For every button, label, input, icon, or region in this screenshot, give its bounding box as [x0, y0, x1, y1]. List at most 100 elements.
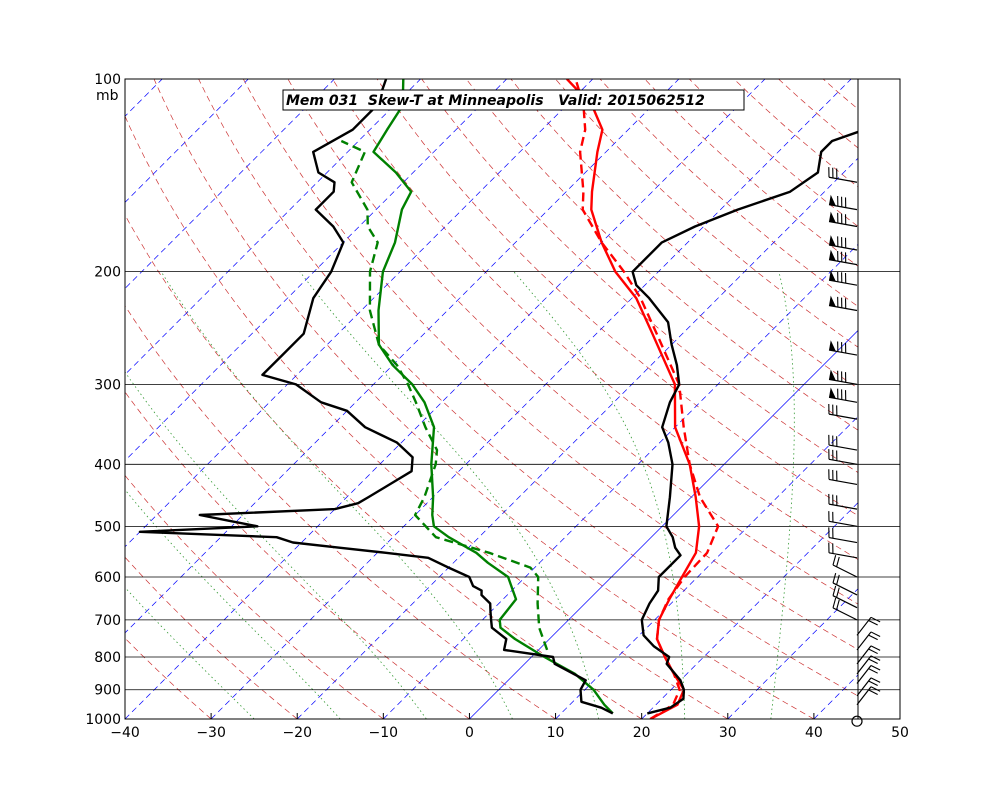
wind-barb	[856, 645, 881, 665]
barb-tick	[870, 664, 881, 671]
y-tick-label: 500	[94, 519, 121, 535]
barb-flag	[829, 194, 836, 206]
barb-staff	[832, 595, 858, 609]
plot-frame	[124, 78, 901, 720]
dry-adiabat	[125, 305, 556, 719]
barb-tick	[836, 599, 840, 610]
barb-staff	[828, 478, 858, 486]
barb-staff	[828, 444, 858, 451]
barb-staff	[828, 520, 858, 527]
pressure-gridlines	[125, 271, 900, 720]
isotherm-zero	[469, 329, 858, 719]
wind-barb	[828, 469, 858, 486]
wind-barb	[832, 585, 858, 609]
x-tick-label: −40	[110, 725, 140, 741]
barb-tick	[868, 680, 878, 687]
wind-barb	[856, 664, 881, 684]
barb-tick	[836, 556, 840, 567]
moist-adiabat	[299, 271, 599, 719]
barb-staff	[828, 304, 858, 312]
barb-staff	[832, 582, 858, 596]
barb-staff	[832, 607, 858, 621]
isotherm	[125, 79, 594, 548]
x-axis-ticks: −40 −30 −20 −10 0 10 20 30 40 50	[110, 713, 909, 741]
wind-barb	[832, 572, 858, 596]
x-tick-label: −30	[196, 725, 226, 741]
barb-flag	[829, 340, 836, 352]
wind-barb	[828, 542, 858, 559]
isotherm	[641, 502, 858, 719]
barb-tick	[868, 689, 878, 695]
barb-staff	[828, 378, 858, 385]
pressure-units-label: mb	[96, 88, 119, 104]
barb-tick	[870, 677, 881, 683]
barb-tick	[832, 572, 837, 584]
isotherm	[125, 79, 249, 203]
isotherm	[296, 157, 858, 719]
dry-adiabat	[153, 79, 815, 719]
y-tick-label: 100	[94, 72, 121, 88]
barb-staff	[828, 552, 858, 559]
moist-adiabat	[513, 271, 686, 719]
barb-tick	[868, 634, 878, 641]
barb-flag	[829, 387, 836, 399]
barb-tick	[832, 597, 837, 609]
isotherm	[727, 588, 858, 719]
wind-barb	[828, 403, 858, 420]
wind-barbs	[828, 167, 881, 727]
y-tick-label: 400	[94, 457, 121, 473]
barb-staff	[828, 349, 858, 356]
moist-adiabat	[770, 271, 795, 719]
barb-staff	[828, 413, 858, 420]
wind-barb	[828, 194, 858, 211]
barb-staff	[828, 458, 858, 465]
wind-barb	[828, 235, 858, 251]
barb-tick	[832, 555, 837, 566]
barb-flag	[829, 235, 836, 247]
dry-adiabat	[198, 79, 858, 697]
barb-flag	[829, 270, 836, 282]
series-observed_dewpoint	[138, 79, 614, 715]
dry-adiabat	[644, 79, 858, 267]
x-tick-label: −20	[282, 725, 312, 741]
y-tick-label: 600	[94, 570, 121, 586]
wind-barb	[832, 555, 858, 578]
data-series	[138, 79, 858, 719]
barb-tick	[870, 655, 881, 661]
isotherm	[125, 79, 335, 289]
barb-tick	[870, 631, 881, 637]
wind-barb	[828, 369, 858, 385]
wind-barb	[856, 677, 881, 697]
wind-barb	[856, 655, 881, 675]
y-tick-label: 200	[94, 265, 121, 281]
barb-flag	[829, 249, 836, 261]
y-tick-label: 800	[94, 650, 121, 666]
isotherm	[125, 79, 766, 719]
isotherm	[125, 79, 421, 376]
series-member_dewpoint	[372, 79, 614, 715]
wind-barb	[828, 449, 858, 465]
y-tick-label: 1000	[85, 712, 121, 728]
barb-flag	[829, 211, 836, 223]
y-tick-label: 900	[94, 683, 121, 699]
series-member_dewpoint_forecast	[340, 139, 549, 651]
dry-adiabat	[599, 79, 858, 307]
barb-staff	[828, 503, 858, 510]
barb-flag	[829, 295, 836, 307]
dry-adiabat	[125, 214, 642, 719]
series-observed_temperature	[631, 130, 858, 715]
dry-adiabat	[287, 79, 858, 605]
wind-barb	[828, 340, 858, 356]
title-box	[282, 89, 745, 111]
barb-staff	[828, 396, 858, 403]
wind-barb	[828, 249, 858, 266]
barb-staff	[828, 259, 858, 266]
chart-title: Mem 031 Skew-T at Minneapolis Valid: 201…	[286, 93, 705, 109]
barb-staff	[828, 536, 858, 544]
barb-tick	[836, 574, 840, 585]
wind-barb	[828, 511, 858, 527]
wind-barb	[856, 616, 881, 636]
series-member_temperature_forecast	[574, 79, 720, 719]
